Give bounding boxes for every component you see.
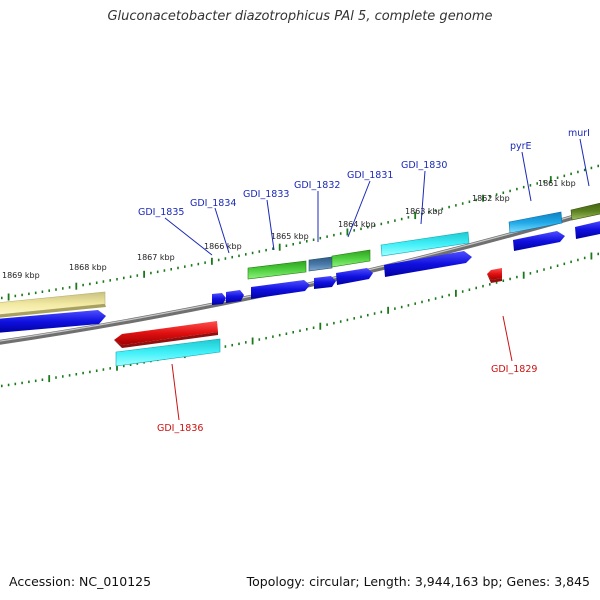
- gene-feature[interactable]: [331, 249, 371, 268]
- gene-label[interactable]: GDI_1832: [294, 180, 340, 191]
- cds-arrow[interactable]: [384, 251, 472, 277]
- scale-label: 1869 kbp: [2, 271, 40, 280]
- scale-label: 1863 kbp: [405, 207, 443, 216]
- gene-feature[interactable]: [0, 291, 106, 318]
- accession-text: Accession: NC_010125: [9, 574, 152, 589]
- cds-arrow[interactable]: [212, 293, 226, 305]
- cds-arrow[interactable]: [575, 220, 600, 239]
- scale-label: 1862 kbp: [472, 194, 510, 203]
- gene-label[interactable]: GDI_1836: [157, 423, 203, 434]
- map-title: Gluconacetobacter diazotrophicus PAl 5, …: [107, 9, 493, 24]
- gene-label[interactable]: murI: [568, 128, 590, 139]
- gene-feature[interactable]: [380, 231, 470, 257]
- scale-label: 1866 kbp: [204, 242, 242, 251]
- gene-feature-reverse[interactable]: [114, 321, 218, 348]
- topology-text: Topology: circular; Length: 3,944,163 bp…: [246, 574, 590, 589]
- scale-label: 1868 kbp: [69, 263, 107, 272]
- gene-label[interactable]: GDI_1833: [243, 189, 289, 200]
- cds-arrow[interactable]: [251, 280, 310, 299]
- gene-label[interactable]: GDI_1831: [347, 170, 393, 181]
- callout-lines-reverse: [171, 315, 513, 421]
- cds-arrow[interactable]: [226, 290, 244, 303]
- cds-arrow[interactable]: [314, 276, 336, 289]
- gene-feature-reverse[interactable]: [115, 338, 221, 367]
- scale-label: 1865 kbp: [271, 232, 309, 241]
- scale-label: 1864 kbp: [338, 220, 376, 229]
- gene-feature[interactable]: [308, 256, 333, 272]
- callout-lines-forward: [164, 138, 590, 256]
- gene-label[interactable]: GDI_1829: [491, 364, 537, 375]
- cds-arrow[interactable]: [0, 310, 106, 333]
- scale-label: 1867 kbp: [137, 253, 175, 262]
- gene-label[interactable]: GDI_1830: [401, 160, 447, 171]
- gene-label[interactable]: GDI_1835: [138, 207, 184, 218]
- gene-feature[interactable]: [508, 211, 563, 234]
- gene-label[interactable]: pyrE: [510, 141, 532, 152]
- gene-feature[interactable]: [247, 260, 307, 280]
- gene-label[interactable]: GDI_1834: [190, 198, 236, 209]
- cds-arrow[interactable]: [336, 268, 373, 285]
- cds-arrow[interactable]: [513, 231, 565, 251]
- gene-feature-reverse[interactable]: [487, 268, 502, 283]
- outer-scale-track: [0, 164, 600, 301]
- scale-label: 1861 kbp: [538, 179, 576, 188]
- gene-feature[interactable]: [570, 202, 600, 221]
- gene-labels: GDI_1835 GDI_1834 GDI_1833 GDI_1832 GDI_…: [138, 128, 590, 434]
